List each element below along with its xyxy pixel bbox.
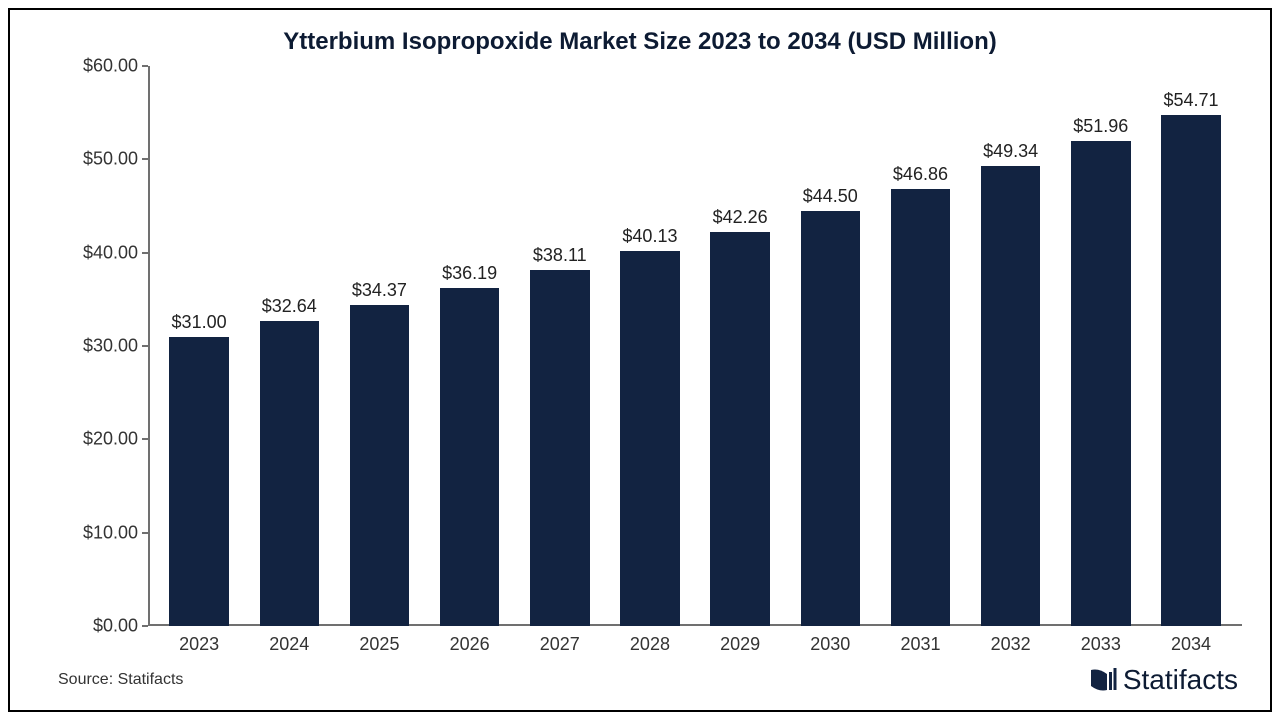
y-tick-mark [142, 65, 148, 67]
bar-slot: $34.37 [334, 66, 424, 626]
bar-rect [801, 211, 861, 626]
bars-container: $31.00 $32.64 $34.37 $36.19 $38.11 $40.13 $42.… [148, 66, 1242, 626]
bar-value-label: $32.64 [262, 296, 317, 317]
bar-rect [1071, 141, 1131, 626]
y-tick-mark [142, 345, 148, 347]
x-tick-label: 2032 [966, 634, 1056, 655]
bar-slot: $31.00 [154, 66, 244, 626]
chart-frame: Ytterbium Isopropoxide Market Size 2023 … [8, 8, 1272, 712]
bar-rect [530, 270, 590, 626]
bar-rect [620, 251, 680, 626]
x-axis-labels: 2023202420252026202720282029203020312032… [148, 626, 1242, 655]
bar-rect [260, 321, 320, 626]
y-axis: $0.00$10.00$20.00$30.00$40.00$50.00$60.0… [38, 66, 148, 626]
chart-title: Ytterbium Isopropoxide Market Size 2023 … [38, 28, 1242, 56]
bar-value-label: $49.34 [983, 141, 1038, 162]
x-tick-label: 2033 [1056, 634, 1146, 655]
y-tick-label: $30.00 [83, 336, 138, 357]
y-tick-label: $20.00 [83, 429, 138, 450]
bar-slot: $46.86 [875, 66, 965, 626]
brand-logo: Statifacts [1089, 664, 1238, 696]
bar-rect [440, 288, 500, 626]
bar-slot: $32.64 [244, 66, 334, 626]
brand-name: Statifacts [1123, 664, 1238, 696]
x-tick-label: 2025 [334, 634, 424, 655]
bar-value-label: $54.71 [1163, 90, 1218, 111]
bar-slot: $40.13 [605, 66, 695, 626]
y-tick-mark [142, 438, 148, 440]
bar-value-label: $40.13 [622, 226, 677, 247]
bar-slot: $44.50 [785, 66, 875, 626]
x-tick-label: 2034 [1146, 634, 1236, 655]
bar-value-label: $44.50 [803, 186, 858, 207]
y-tick-label: $50.00 [83, 149, 138, 170]
y-tick-label: $60.00 [83, 56, 138, 77]
bar-slot: $42.26 [695, 66, 785, 626]
bar-value-label: $34.37 [352, 280, 407, 301]
x-tick-label: 2023 [154, 634, 244, 655]
x-tick-label: 2029 [695, 634, 785, 655]
x-tick-label: 2027 [515, 634, 605, 655]
bar-rect [710, 232, 770, 626]
x-tick-label: 2024 [244, 634, 334, 655]
bar-slot: $54.71 [1146, 66, 1236, 626]
bar-value-label: $36.19 [442, 263, 497, 284]
chart-area: $0.00$10.00$20.00$30.00$40.00$50.00$60.0… [38, 66, 1242, 626]
y-tick-mark [142, 158, 148, 160]
bar-rect [1161, 115, 1221, 626]
y-tick-mark [142, 625, 148, 627]
x-tick-label: 2030 [785, 634, 875, 655]
y-tick-label: $10.00 [83, 522, 138, 543]
bar-rect [169, 337, 229, 626]
bar-rect [891, 189, 951, 626]
x-tick-label: 2026 [425, 634, 515, 655]
bar-slot: $38.11 [515, 66, 605, 626]
bar-slot: $51.96 [1056, 66, 1146, 626]
bar-slot: $49.34 [966, 66, 1056, 626]
x-tick-label: 2031 [875, 634, 965, 655]
bar-value-label: $51.96 [1073, 116, 1128, 137]
bar-rect [981, 166, 1041, 627]
y-tick-mark [142, 532, 148, 534]
bar-value-label: $31.00 [172, 312, 227, 333]
bar-value-label: $42.26 [713, 207, 768, 228]
x-tick-label: 2028 [605, 634, 695, 655]
brand-icon [1089, 666, 1117, 694]
y-tick-label: $40.00 [83, 242, 138, 263]
y-tick-mark [142, 252, 148, 254]
bar-value-label: $46.86 [893, 164, 948, 185]
bar-rect [350, 305, 410, 626]
source-text: Source: Statifacts [58, 671, 183, 689]
plot-area: $31.00 $32.64 $34.37 $36.19 $38.11 $40.13 $42.… [148, 66, 1242, 626]
bar-slot: $36.19 [425, 66, 515, 626]
chart-footer: Source: Statifacts Statifacts [58, 664, 1238, 696]
y-tick-label: $0.00 [93, 616, 138, 637]
bar-value-label: $38.11 [533, 245, 587, 266]
